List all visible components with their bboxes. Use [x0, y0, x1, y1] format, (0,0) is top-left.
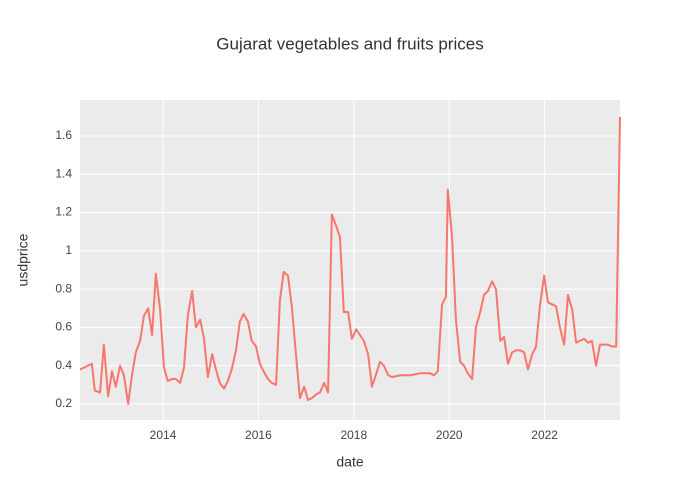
y-tick-label: 0.6 [55, 320, 72, 334]
y-tick-label: 1.2 [55, 205, 72, 219]
data-line [79, 116, 621, 405]
x-tick-label: 2020 [436, 428, 463, 442]
x-tick-label: 2018 [340, 428, 367, 442]
x-tick-label: 2022 [531, 428, 558, 442]
y-tick-label: 0.2 [55, 396, 72, 410]
grid [80, 100, 620, 420]
x-tick-label: 2014 [150, 428, 177, 442]
y-axis-title: usdprice [15, 233, 31, 286]
y-tick-label: 0.4 [55, 358, 72, 372]
y-tick-label: 1.6 [55, 128, 72, 142]
chart-title: Gujarat vegetables and fruits prices [216, 34, 483, 53]
plot-background [80, 100, 620, 420]
x-axis-title: date [336, 454, 363, 470]
y-tick-label: 1.4 [55, 166, 72, 180]
y-tick-label: 0.8 [55, 281, 72, 295]
y-tick-label: 1 [65, 243, 72, 257]
x-tick-label: 2016 [245, 428, 272, 442]
